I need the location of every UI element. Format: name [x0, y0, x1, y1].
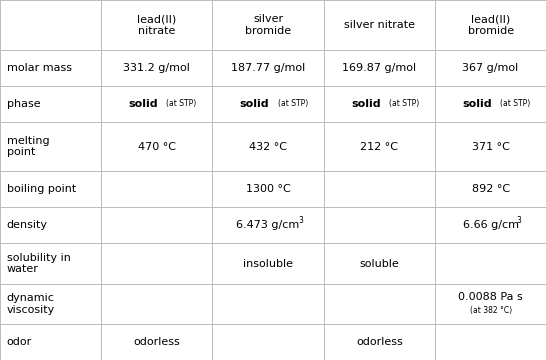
- Text: density: density: [7, 220, 48, 230]
- Text: 367 g/mol: 367 g/mol: [462, 63, 519, 73]
- Text: 432 °C: 432 °C: [249, 141, 287, 152]
- Text: odor: odor: [7, 337, 32, 347]
- Text: boiling point: boiling point: [7, 184, 76, 194]
- Text: 3: 3: [517, 216, 521, 225]
- Text: (at 382 °C): (at 382 °C): [470, 306, 512, 315]
- Text: 3: 3: [298, 216, 303, 225]
- Text: solubility in
water: solubility in water: [7, 253, 70, 274]
- Text: lead(II)
nitrate: lead(II) nitrate: [137, 14, 176, 36]
- Text: soluble: soluble: [360, 258, 399, 269]
- Text: (at STP): (at STP): [389, 99, 419, 108]
- Text: 0.0088 Pa s: 0.0088 Pa s: [458, 292, 523, 302]
- Text: solid: solid: [128, 99, 158, 109]
- Text: 892 °C: 892 °C: [472, 184, 509, 194]
- Text: 470 °C: 470 °C: [138, 141, 176, 152]
- Text: solid: solid: [240, 99, 269, 109]
- Text: 331.2 g/mol: 331.2 g/mol: [123, 63, 190, 73]
- Text: (at STP): (at STP): [166, 99, 197, 108]
- Text: solid: solid: [462, 99, 492, 109]
- Text: 6.473 g/cm: 6.473 g/cm: [236, 220, 300, 230]
- Text: silver
bromide: silver bromide: [245, 14, 291, 36]
- Text: phase: phase: [7, 99, 40, 109]
- Text: molar mass: molar mass: [7, 63, 72, 73]
- Text: odorless: odorless: [133, 337, 180, 347]
- Text: 212 °C: 212 °C: [360, 141, 399, 152]
- Text: melting
point: melting point: [7, 136, 49, 157]
- Text: silver nitrate: silver nitrate: [344, 20, 415, 30]
- Text: 6.66 g/cm: 6.66 g/cm: [462, 220, 519, 230]
- Text: (at STP): (at STP): [277, 99, 308, 108]
- Text: dynamic
viscosity: dynamic viscosity: [7, 293, 55, 315]
- Text: solid: solid: [351, 99, 381, 109]
- Text: 169.87 g/mol: 169.87 g/mol: [342, 63, 417, 73]
- Text: lead(II)
bromide: lead(II) bromide: [467, 14, 514, 36]
- Text: odorless: odorless: [356, 337, 403, 347]
- Text: 187.77 g/mol: 187.77 g/mol: [231, 63, 305, 73]
- Text: insoluble: insoluble: [243, 258, 293, 269]
- Text: 371 °C: 371 °C: [472, 141, 509, 152]
- Text: 1300 °C: 1300 °C: [246, 184, 290, 194]
- Text: (at STP): (at STP): [500, 99, 530, 108]
